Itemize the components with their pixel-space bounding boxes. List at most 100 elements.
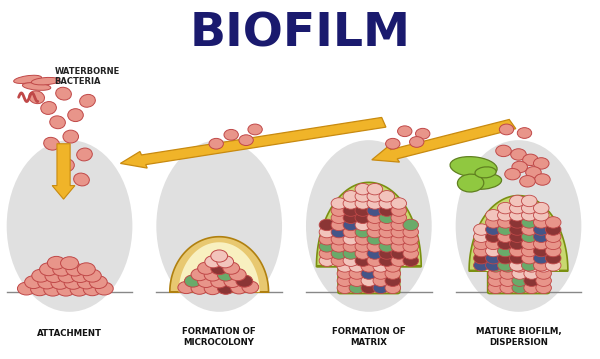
Ellipse shape — [223, 262, 239, 274]
Ellipse shape — [485, 224, 501, 235]
Ellipse shape — [32, 269, 50, 282]
Ellipse shape — [545, 238, 561, 250]
Ellipse shape — [361, 282, 377, 294]
Ellipse shape — [509, 217, 525, 228]
Ellipse shape — [497, 217, 513, 228]
Ellipse shape — [83, 283, 101, 296]
Ellipse shape — [17, 282, 35, 295]
Ellipse shape — [337, 275, 353, 286]
Ellipse shape — [533, 260, 549, 271]
Ellipse shape — [70, 283, 88, 296]
Ellipse shape — [499, 124, 514, 135]
Ellipse shape — [379, 205, 395, 216]
Ellipse shape — [331, 219, 347, 230]
Ellipse shape — [524, 261, 539, 272]
Ellipse shape — [379, 248, 395, 259]
Ellipse shape — [204, 269, 221, 281]
Ellipse shape — [367, 226, 383, 238]
Ellipse shape — [349, 268, 365, 279]
Ellipse shape — [61, 257, 79, 270]
Ellipse shape — [343, 241, 359, 252]
Ellipse shape — [521, 245, 537, 257]
Ellipse shape — [355, 191, 371, 202]
Ellipse shape — [536, 253, 551, 265]
FancyArrow shape — [52, 144, 75, 199]
Ellipse shape — [95, 282, 113, 295]
Ellipse shape — [66, 263, 84, 276]
Ellipse shape — [331, 198, 347, 209]
Ellipse shape — [349, 253, 365, 265]
Ellipse shape — [209, 138, 223, 149]
Ellipse shape — [74, 173, 89, 186]
Ellipse shape — [391, 226, 407, 238]
Ellipse shape — [533, 202, 549, 214]
Ellipse shape — [355, 241, 371, 252]
Ellipse shape — [83, 269, 101, 282]
Ellipse shape — [71, 270, 89, 283]
Ellipse shape — [488, 268, 503, 279]
Ellipse shape — [509, 245, 525, 257]
Ellipse shape — [379, 226, 395, 238]
Ellipse shape — [488, 275, 503, 286]
FancyBboxPatch shape — [488, 255, 550, 294]
Ellipse shape — [536, 282, 551, 294]
Ellipse shape — [57, 283, 75, 296]
Ellipse shape — [77, 148, 92, 161]
Ellipse shape — [229, 269, 246, 281]
Ellipse shape — [184, 275, 201, 287]
Ellipse shape — [545, 245, 561, 257]
Ellipse shape — [361, 275, 377, 286]
Ellipse shape — [485, 245, 501, 257]
Ellipse shape — [385, 275, 401, 286]
Ellipse shape — [211, 262, 227, 275]
Ellipse shape — [509, 195, 525, 207]
Ellipse shape — [473, 252, 489, 264]
Ellipse shape — [533, 217, 549, 228]
Polygon shape — [179, 242, 260, 292]
Ellipse shape — [41, 102, 56, 115]
Ellipse shape — [343, 212, 359, 224]
Ellipse shape — [56, 87, 71, 100]
Ellipse shape — [68, 109, 83, 122]
Ellipse shape — [485, 260, 501, 271]
Ellipse shape — [416, 129, 430, 139]
Polygon shape — [469, 196, 568, 271]
Ellipse shape — [488, 282, 503, 294]
Ellipse shape — [391, 198, 407, 209]
Ellipse shape — [248, 124, 262, 135]
Ellipse shape — [50, 116, 65, 129]
Ellipse shape — [391, 241, 407, 252]
Ellipse shape — [379, 198, 395, 209]
Ellipse shape — [89, 276, 107, 289]
Ellipse shape — [497, 238, 513, 250]
Ellipse shape — [521, 217, 537, 228]
Ellipse shape — [349, 275, 365, 286]
Ellipse shape — [337, 261, 353, 272]
Ellipse shape — [497, 245, 513, 257]
Ellipse shape — [337, 268, 353, 279]
Ellipse shape — [343, 198, 359, 209]
Ellipse shape — [512, 253, 527, 265]
Ellipse shape — [450, 157, 497, 177]
Ellipse shape — [497, 252, 513, 264]
Ellipse shape — [403, 241, 419, 252]
Ellipse shape — [319, 219, 335, 230]
Ellipse shape — [157, 140, 282, 312]
Ellipse shape — [47, 256, 65, 269]
Ellipse shape — [343, 191, 359, 202]
Ellipse shape — [343, 205, 359, 216]
Ellipse shape — [521, 260, 537, 271]
Ellipse shape — [355, 233, 371, 245]
Ellipse shape — [391, 219, 407, 230]
Ellipse shape — [545, 260, 561, 271]
Ellipse shape — [473, 260, 489, 271]
Ellipse shape — [77, 276, 95, 289]
Ellipse shape — [485, 252, 501, 264]
Ellipse shape — [497, 260, 513, 271]
Ellipse shape — [80, 94, 95, 107]
Ellipse shape — [224, 130, 238, 140]
Ellipse shape — [355, 205, 371, 216]
Ellipse shape — [242, 281, 259, 293]
Ellipse shape — [536, 268, 551, 279]
Ellipse shape — [355, 219, 371, 230]
